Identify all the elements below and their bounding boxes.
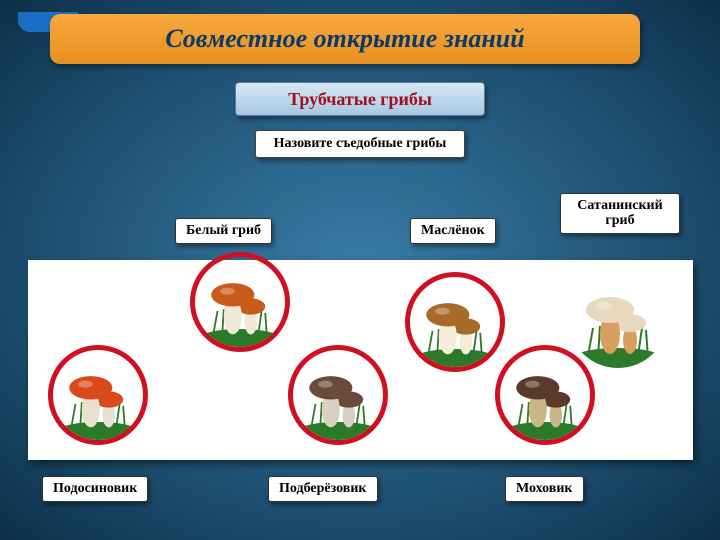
label-maslenok: Маслёнок — [410, 218, 496, 244]
mushroom-art-maslenok — [410, 277, 500, 367]
subtitle-text: Трубчатые грибы — [288, 89, 432, 110]
mushroom-art-belyj — [195, 257, 285, 347]
label-mokhovik: Моховик — [505, 476, 584, 502]
mushroom-mokhovik[interactable] — [495, 345, 595, 445]
mushroom-sataninskij[interactable] — [568, 268, 668, 368]
mushroom-art-mokhovik — [500, 350, 590, 440]
mushroom-podberezovik[interactable] — [288, 345, 388, 445]
mushroom-art-sataninskij — [568, 268, 668, 368]
mushroom-art-podberezovik — [293, 350, 383, 440]
label-podosinovik: Подосиновик — [42, 476, 148, 502]
instruction-text: Назовите съедобные грибы — [274, 136, 447, 152]
mushroom-belyj[interactable] — [190, 252, 290, 352]
mushroom-maslenok[interactable] — [405, 272, 505, 372]
label-belyj: Белый гриб — [175, 218, 272, 244]
label-sataninskij: Сатанинский гриб — [560, 193, 680, 234]
label-podberezovik: Подберёзовик — [268, 476, 378, 502]
title-text: Совместное открытие знаний — [165, 24, 524, 54]
instruction-box: Назовите съедобные грибы — [255, 130, 465, 158]
mushroom-podosinovik[interactable] — [48, 345, 148, 445]
subtitle-box: Трубчатые грибы — [235, 82, 485, 116]
title-banner: Совместное открытие знаний — [50, 14, 640, 64]
mushroom-art-podosinovik — [53, 350, 143, 440]
